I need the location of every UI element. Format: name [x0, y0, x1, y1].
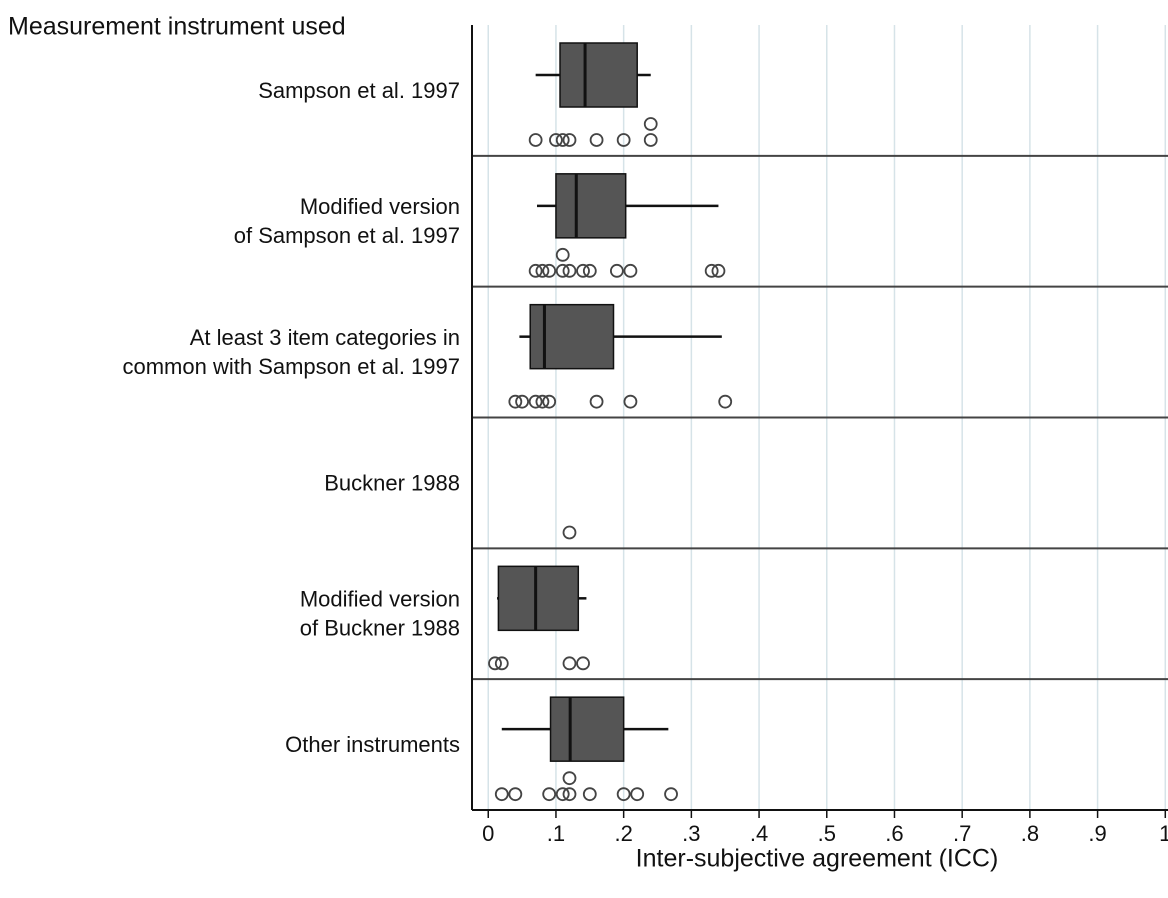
point — [528, 133, 543, 147]
x-tick-label: .5 — [818, 821, 836, 846]
point — [576, 263, 590, 278]
point — [542, 787, 557, 802]
point — [555, 133, 570, 147]
point — [664, 787, 678, 802]
group-label: Sampson et al. 1997 — [258, 78, 460, 103]
group-label: Buckner 1988 — [324, 470, 460, 495]
group-label: At least 3 item categories in — [190, 325, 460, 350]
group-label: Modified version — [300, 194, 460, 219]
x-axis-title: Inter-subjective agreement (ICC) — [636, 845, 999, 873]
point — [711, 263, 726, 278]
point — [494, 656, 509, 671]
point — [562, 263, 577, 278]
point — [535, 394, 550, 409]
point — [542, 394, 557, 409]
point — [643, 133, 658, 147]
x-tick-label: 0 — [482, 821, 494, 846]
box — [555, 173, 627, 239]
group-label: Modified version — [300, 587, 460, 612]
x-tick-label: .4 — [750, 821, 768, 846]
point — [589, 394, 604, 409]
point — [562, 771, 577, 786]
point — [623, 394, 638, 409]
point — [508, 787, 523, 802]
point — [555, 263, 570, 278]
x-tick-label: .3 — [682, 821, 700, 846]
y-axis-title: Measurement instrument used — [8, 13, 346, 41]
x-tick-label: .2 — [614, 821, 632, 846]
x-tick-label: .9 — [1088, 821, 1106, 846]
point — [616, 133, 631, 147]
x-tick-label: .6 — [885, 821, 903, 846]
point — [555, 787, 570, 802]
point — [562, 133, 577, 147]
point — [616, 787, 631, 802]
point — [555, 247, 570, 262]
point — [488, 656, 502, 671]
point — [582, 787, 597, 802]
point — [515, 394, 530, 409]
point — [528, 394, 543, 409]
point — [630, 787, 645, 802]
group-label: common with Sampson et al. 1997 — [122, 354, 460, 379]
point — [589, 133, 604, 147]
point — [576, 656, 590, 671]
point — [508, 394, 523, 409]
point — [582, 263, 597, 278]
point — [549, 133, 563, 147]
group-label: of Buckner 1988 — [300, 616, 460, 641]
point — [704, 263, 719, 278]
point — [494, 787, 509, 802]
group-label: of Sampson et al. 1997 — [234, 223, 460, 248]
point — [528, 263, 543, 278]
x-tick-label: .8 — [1021, 821, 1039, 846]
point — [562, 787, 577, 802]
point — [643, 117, 658, 131]
x-tick-label: .1 — [547, 821, 565, 846]
point — [623, 263, 638, 278]
point — [609, 263, 624, 278]
box — [549, 696, 625, 762]
x-tick-label: 1 — [1159, 821, 1168, 846]
box — [497, 565, 580, 632]
point — [562, 525, 577, 540]
point — [718, 394, 733, 409]
point — [535, 263, 550, 278]
box — [559, 42, 638, 108]
point — [562, 656, 577, 671]
group-label: Other instruments — [285, 732, 460, 757]
point — [542, 263, 557, 278]
x-tick-label: .7 — [953, 821, 971, 846]
box — [529, 303, 615, 370]
